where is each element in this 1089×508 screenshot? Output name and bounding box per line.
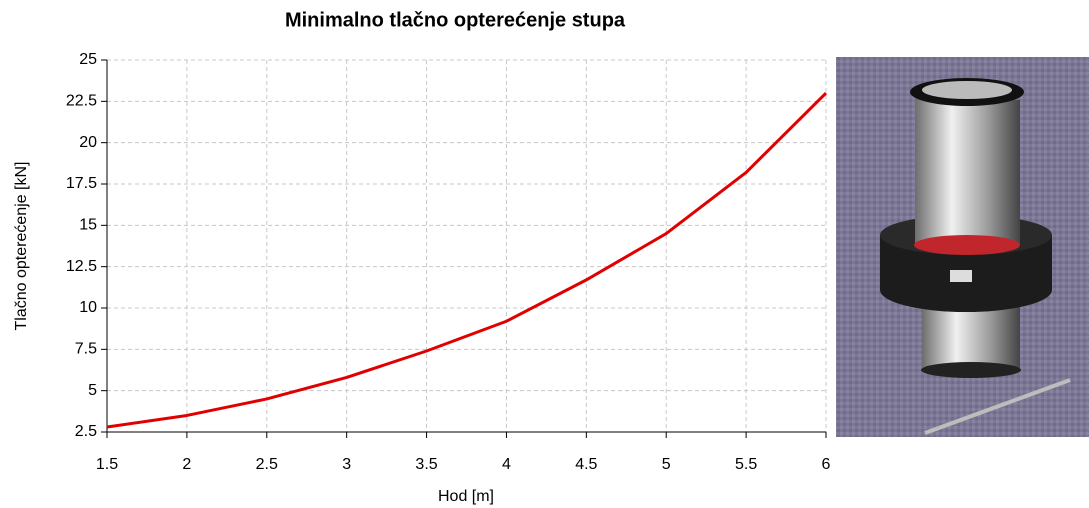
y-tick-label: 22.5 xyxy=(66,93,97,110)
chart: Minimalno tlačno opterećenje stupa Hod [… xyxy=(0,0,1089,508)
x-tick-label: 3.5 xyxy=(415,456,437,473)
photo-top-inner xyxy=(922,81,1012,99)
photo xyxy=(836,57,1089,437)
x-tick-label: 4 xyxy=(502,456,511,473)
x-tick-label: 1.5 xyxy=(96,456,118,473)
y-tick-label: 12.5 xyxy=(66,258,97,275)
x-tick-label: 6 xyxy=(822,456,831,473)
photo-red-band xyxy=(914,235,1020,255)
x-tick-label: 3 xyxy=(342,456,351,473)
y-tick-label: 5 xyxy=(88,382,97,399)
y-tick-label: 20 xyxy=(79,134,97,151)
photo-base xyxy=(921,362,1021,378)
chart-title: Minimalno tlačno opterećenje stupa xyxy=(285,9,626,31)
x-tick-label: 5 xyxy=(662,456,671,473)
x-tick-label: 5.5 xyxy=(735,456,757,473)
y-tick-label: 25 xyxy=(79,51,97,68)
x-tick-label: 2.5 xyxy=(256,456,278,473)
y-tick-label: 2.5 xyxy=(75,423,97,440)
y-tick-label: 15 xyxy=(79,217,97,234)
photo-upper-cylinder xyxy=(915,100,1020,245)
y-tick-label: 7.5 xyxy=(75,341,97,358)
y-tick-label: 10 xyxy=(79,299,97,316)
photo-label xyxy=(950,270,972,282)
x-tick-label: 4.5 xyxy=(575,456,597,473)
x-tick-label: 2 xyxy=(182,456,191,473)
x-axis-label: Hod [m] xyxy=(438,488,494,505)
y-axis-label: Tlačno opterećenje [kN] xyxy=(13,162,30,331)
y-tick-label: 17.5 xyxy=(66,175,97,192)
